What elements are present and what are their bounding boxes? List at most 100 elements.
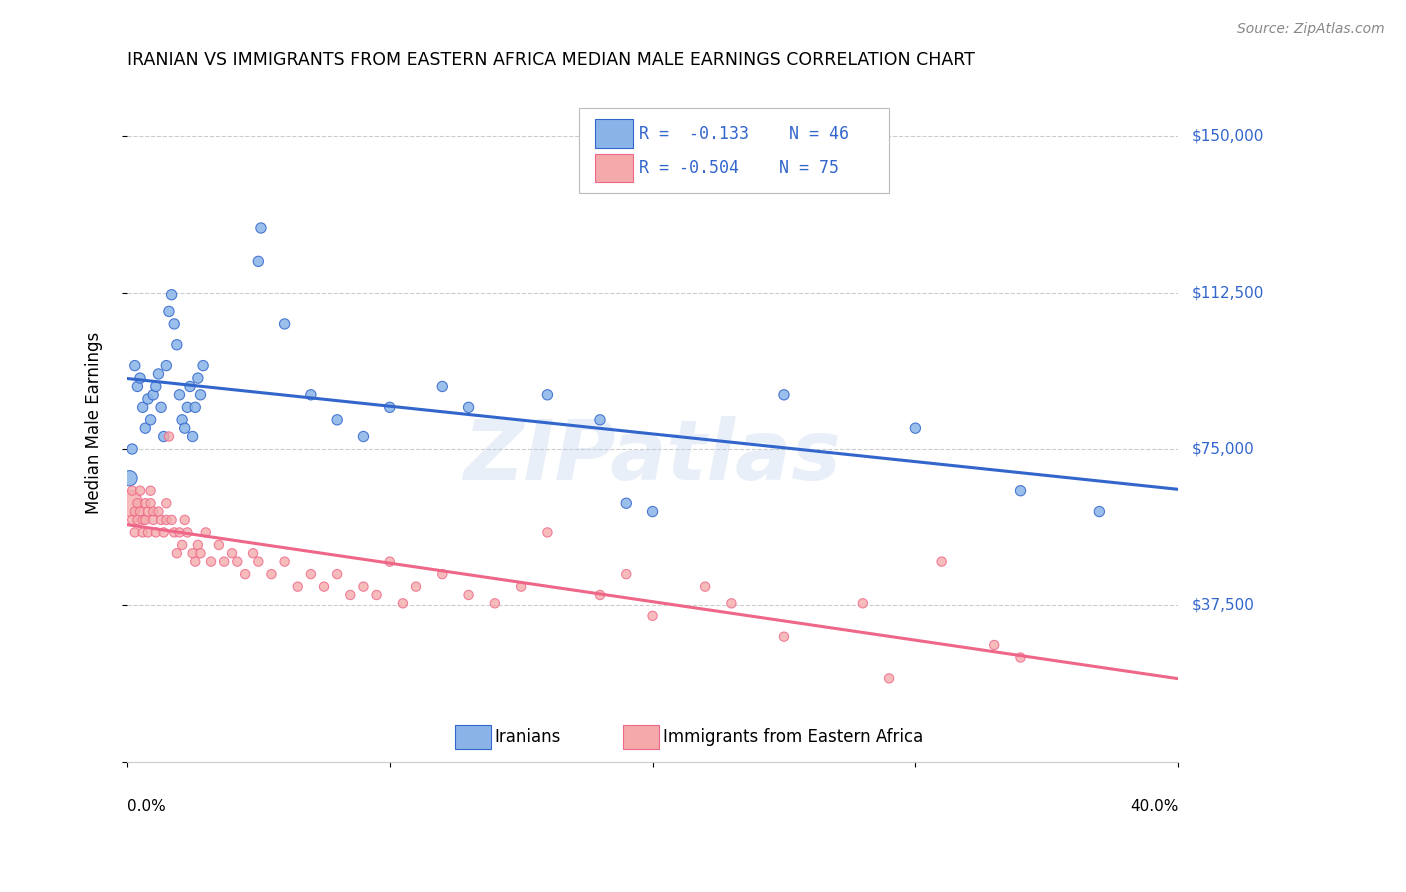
Point	[152, 525, 174, 540]
Point	[163, 525, 186, 540]
Point	[247, 555, 270, 569]
Text: Immigrants from Eastern Africa: Immigrants from Eastern Africa	[664, 728, 924, 746]
Point	[641, 505, 664, 519]
Point	[169, 525, 191, 540]
Point	[184, 401, 207, 415]
Point	[221, 546, 243, 560]
Point	[457, 588, 479, 602]
Point	[260, 567, 283, 582]
Point	[378, 555, 401, 569]
Text: 40.0%: 40.0%	[1130, 799, 1178, 814]
Point	[134, 496, 156, 510]
Point	[131, 401, 153, 415]
Point	[173, 421, 195, 435]
FancyBboxPatch shape	[595, 154, 633, 182]
Point	[589, 413, 612, 427]
FancyBboxPatch shape	[579, 108, 889, 193]
Text: ZIPatlas: ZIPatlas	[464, 417, 842, 498]
Point	[124, 359, 146, 373]
Point	[641, 608, 664, 623]
Point	[150, 401, 173, 415]
Point	[139, 483, 162, 498]
Point	[405, 580, 427, 594]
Text: $150,000: $150,000	[1192, 128, 1264, 144]
Point	[273, 555, 295, 569]
Point	[484, 596, 506, 610]
Point	[131, 525, 153, 540]
Point	[273, 317, 295, 331]
Point	[931, 555, 953, 569]
FancyBboxPatch shape	[595, 120, 633, 148]
Point	[191, 359, 214, 373]
FancyBboxPatch shape	[456, 724, 491, 749]
Point	[172, 538, 194, 552]
Point	[432, 379, 454, 393]
Point	[299, 388, 322, 402]
Point	[852, 596, 875, 610]
Point	[148, 367, 170, 381]
Point	[510, 580, 533, 594]
Point	[1010, 483, 1032, 498]
Point	[339, 588, 361, 602]
Point	[352, 580, 374, 594]
Point	[212, 555, 235, 569]
Point	[136, 525, 159, 540]
Point	[187, 538, 209, 552]
Point	[773, 630, 796, 644]
Point	[181, 546, 204, 560]
Point	[614, 567, 637, 582]
Point	[155, 496, 177, 510]
Point	[166, 546, 188, 560]
Point	[134, 513, 156, 527]
Text: IRANIAN VS IMMIGRANTS FROM EASTERN AFRICA MEDIAN MALE EARNINGS CORRELATION CHART: IRANIAN VS IMMIGRANTS FROM EASTERN AFRIC…	[127, 51, 974, 69]
FancyBboxPatch shape	[623, 724, 659, 749]
Point	[187, 371, 209, 385]
Point	[179, 379, 201, 393]
Point	[155, 513, 177, 527]
Point	[150, 513, 173, 527]
Text: $75,000: $75,000	[1192, 442, 1254, 457]
Point	[877, 672, 900, 686]
Point	[287, 580, 309, 594]
Text: Source: ZipAtlas.com: Source: ZipAtlas.com	[1237, 22, 1385, 37]
Point	[589, 588, 612, 602]
Point	[142, 388, 165, 402]
Point	[1010, 650, 1032, 665]
Point	[378, 401, 401, 415]
Point	[124, 505, 146, 519]
Point	[457, 401, 479, 415]
Point	[157, 304, 180, 318]
Point	[392, 596, 415, 610]
Point	[127, 379, 149, 393]
Point	[326, 413, 349, 427]
Point	[121, 513, 143, 527]
Point	[136, 505, 159, 519]
Point	[299, 567, 322, 582]
Point	[1088, 505, 1111, 519]
Point	[200, 555, 222, 569]
Point	[176, 401, 198, 415]
Point	[352, 429, 374, 443]
Point	[169, 388, 191, 402]
Point	[720, 596, 742, 610]
Point	[190, 546, 212, 560]
Point	[152, 429, 174, 443]
Y-axis label: Median Male Earnings: Median Male Earnings	[86, 332, 103, 514]
Point	[127, 513, 149, 527]
Point	[312, 580, 335, 594]
Point	[129, 371, 152, 385]
Point	[129, 505, 152, 519]
Point	[247, 254, 270, 268]
Point	[127, 496, 149, 510]
Text: Iranians: Iranians	[495, 728, 561, 746]
Point	[124, 525, 146, 540]
Point	[536, 388, 558, 402]
Text: R = -0.504    N = 75: R = -0.504 N = 75	[638, 159, 839, 178]
Point	[226, 555, 249, 569]
Point	[160, 513, 183, 527]
Point	[184, 555, 207, 569]
Text: 0.0%: 0.0%	[127, 799, 166, 814]
Point	[163, 317, 186, 331]
Point	[194, 525, 217, 540]
Point	[181, 429, 204, 443]
